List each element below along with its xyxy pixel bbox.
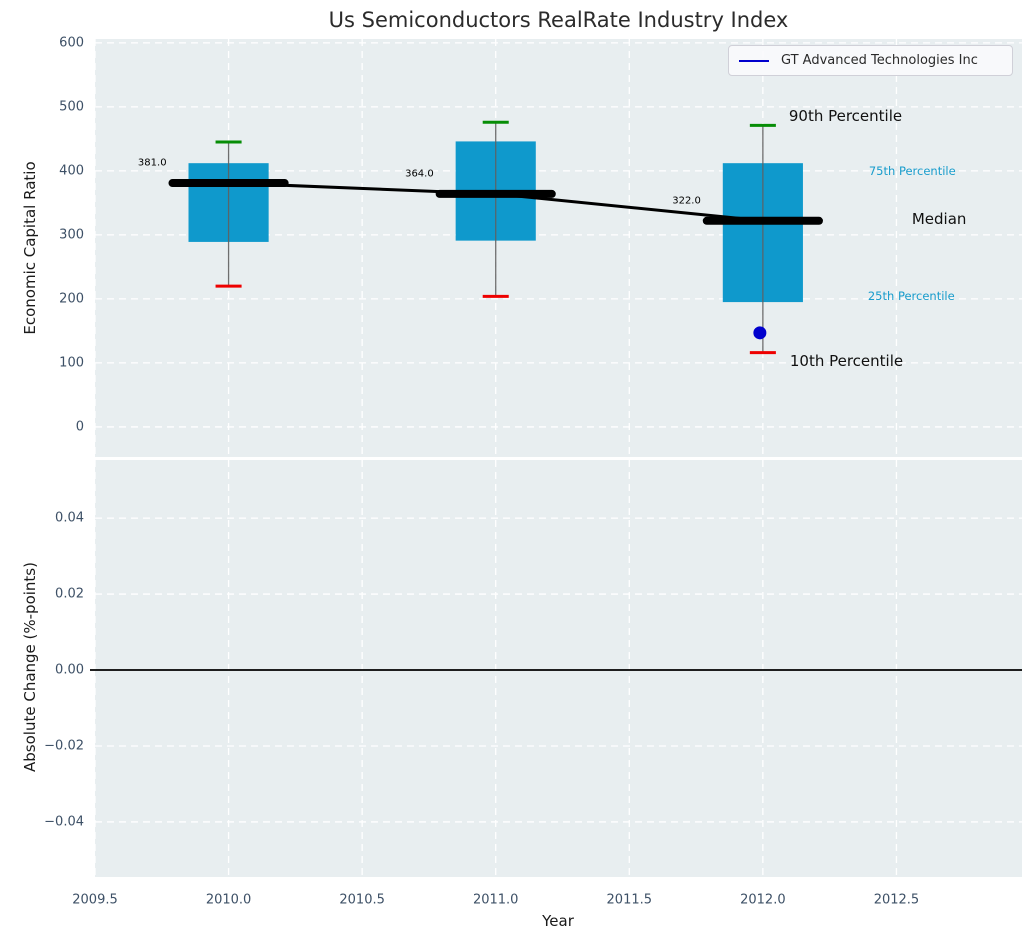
y-tick-label-bottom: 0.00: [55, 662, 84, 678]
top-axes-background: [95, 39, 1022, 457]
legend-label: GT Advanced Technologies Inc: [781, 53, 978, 68]
y-tick-label-bottom: 0.02: [55, 586, 84, 602]
x-tick-label: 2011.0: [472, 892, 519, 908]
annotation-25th-percentile: 25th Percentile: [867, 289, 955, 304]
annotation-75th-percentile: 75th Percentile: [868, 164, 956, 179]
x-tick-label: 2011.5: [606, 892, 653, 908]
y-tick-label-top: 400: [59, 163, 84, 179]
x-tick-label: 2012.5: [873, 892, 920, 908]
bottom-axes-background: [95, 460, 1022, 877]
y-tick-label-top: 300: [59, 227, 84, 243]
chart-title: Us Semiconductors RealRate Industry Inde…: [328, 8, 789, 32]
y-tick-label-top: 0: [75, 419, 84, 435]
x-tick-label: 2009.5: [72, 892, 118, 908]
y-tick-label-bottom: 0.04: [55, 510, 84, 526]
y-tick-label-top: 500: [59, 99, 84, 115]
y-tick-label-bottom: −0.02: [44, 738, 84, 754]
annotation-90th-percentile: 90th Percentile: [788, 107, 903, 126]
company-point: [753, 326, 767, 340]
y-axis-label-top: Economic Capital Ratio: [21, 161, 39, 335]
y-tick-label-top: 600: [59, 35, 84, 51]
median-value-label-2010: 381.0: [137, 157, 167, 169]
legend-line-icon: [739, 59, 769, 62]
x-tick-label: 2010.5: [339, 892, 385, 908]
annotation-10th-percentile: 10th Percentile: [789, 351, 904, 370]
x-tick-label: 2010.0: [205, 892, 252, 908]
median-value-label-2012: 322.0: [672, 195, 701, 207]
median-value-label-2011: 364.0: [405, 168, 434, 180]
x-axis-label: Year: [542, 912, 574, 930]
y-tick-label-bottom: −0.04: [44, 814, 84, 830]
annotation-median: Median: [911, 209, 967, 228]
legend: GT Advanced Technologies Inc: [728, 45, 1013, 76]
y-tick-label-top: 100: [59, 355, 84, 371]
y-tick-label-top: 200: [59, 291, 84, 307]
y-axis-label-bottom: Absolute Change (%-points): [21, 562, 39, 772]
x-tick-label: 2012.0: [740, 892, 786, 908]
